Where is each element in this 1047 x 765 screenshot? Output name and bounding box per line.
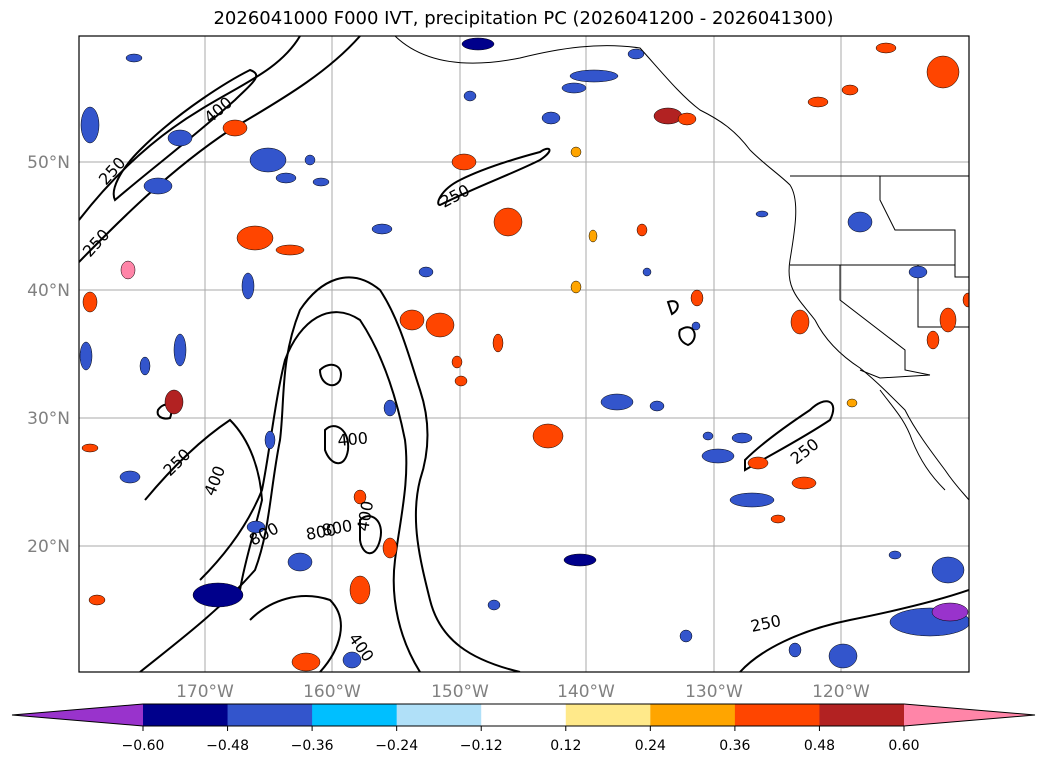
- latitude-labels: 50°N 40°N 30°N 20°N: [27, 153, 70, 557]
- baja-coast: [879, 389, 946, 491]
- lon-label-140w: 140°W: [557, 682, 615, 702]
- colorbar-tick-label: −0.12: [460, 738, 503, 754]
- lon-label-170w: 170°W: [176, 682, 234, 702]
- colorbar-segment: [227, 704, 313, 726]
- map-background: [79, 36, 969, 672]
- colorbar-segment: [481, 704, 567, 726]
- lat-label-50n: 50°N: [27, 153, 70, 173]
- colorbar-segment: [819, 704, 905, 726]
- colorbar-segment: [565, 704, 651, 726]
- lat-label-20n: 20°N: [27, 537, 70, 557]
- colorbar-tick-label: 0.48: [804, 738, 835, 754]
- colorbar-tick-label: 0.60: [888, 738, 919, 754]
- colorbar: −0.60 −0.48 −0.36 −0.24 −0.12 0.12 0.24 0.36 0.4…: [11, 703, 1036, 754]
- colorbar-segment: [143, 704, 229, 726]
- map-title: 2026041000 F000 IVT, precipitation PC (2…: [213, 8, 834, 29]
- colorbar-tick-label: 0.12: [550, 738, 581, 754]
- colorbar-segment: [312, 704, 398, 726]
- longitude-labels: 170°W 160°W 150°W 140°W 130°W 120°W: [176, 682, 870, 702]
- lon-label-120w: 120°W: [812, 682, 870, 702]
- colorbar-tick-label: 0.36: [719, 738, 750, 754]
- colorbar-tick-label: −0.60: [122, 738, 165, 754]
- colorbar-tick-label: 0.24: [635, 738, 666, 754]
- coastline: [394, 36, 969, 501]
- lat-label-30n: 30°N: [27, 409, 70, 429]
- map-frame: [78, 35, 970, 673]
- colorbar-extend-low: [12, 704, 143, 726]
- colorbar-segment: [734, 704, 820, 726]
- colorbar-tick-label: −0.48: [206, 738, 249, 754]
- lon-label-130w: 130°W: [685, 682, 743, 702]
- colorbar-tick-label: −0.24: [375, 738, 418, 754]
- colorbar-segment: [396, 704, 482, 726]
- contour-label: 400: [337, 428, 369, 450]
- colorbar-extend-high: [904, 704, 1035, 726]
- colorbar-segment: [650, 704, 736, 726]
- lon-label-150w: 150°W: [431, 682, 489, 702]
- lat-label-40n: 40°N: [27, 281, 70, 301]
- colorbar-tick-label: −0.36: [291, 738, 334, 754]
- precip-patches: [79, 37, 969, 672]
- lon-label-160w: 160°W: [303, 682, 361, 702]
